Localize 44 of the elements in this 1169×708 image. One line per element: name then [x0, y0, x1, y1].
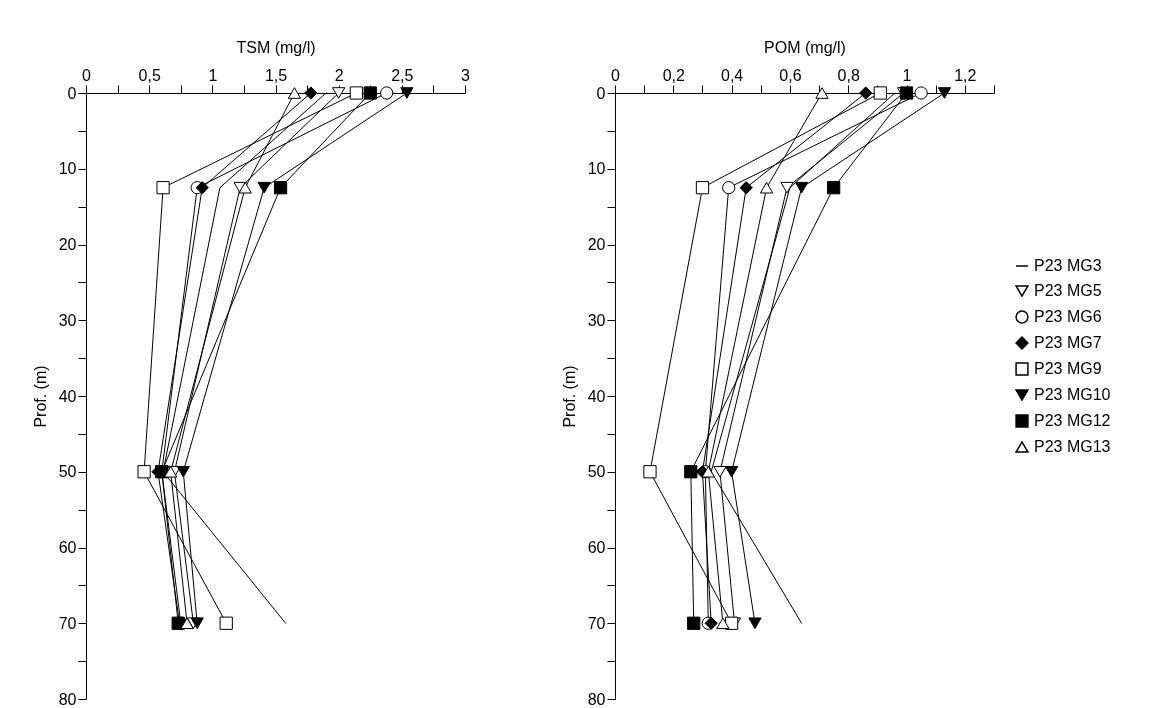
- x-tick-label: 1,2: [954, 66, 977, 84]
- y-tick-label: 0: [596, 84, 606, 102]
- y-tick-label: 20: [587, 236, 606, 253]
- x-tick-label: 1,5: [264, 66, 288, 84]
- x-tick-label: 0,4: [720, 66, 744, 84]
- legend-label: P23 MG3: [1034, 257, 1102, 274]
- y-tick-label: 30: [587, 311, 606, 329]
- x-tick-label: 1: [208, 66, 218, 84]
- y-tick-label: 10: [58, 160, 77, 178]
- legend-label: P23 MG10: [1034, 386, 1111, 403]
- x-axis-title: POM (mg/l): [764, 38, 846, 56]
- x-tick-label: 2: [334, 66, 344, 84]
- x-tick-label: 0,2: [662, 66, 686, 84]
- legend-label: P23 MG7: [1034, 334, 1102, 351]
- x-tick-label: 0: [611, 66, 621, 84]
- y-tick-label: 40: [587, 387, 606, 405]
- x-tick-label: 0: [82, 66, 92, 84]
- y-tick-label: 0: [67, 84, 77, 102]
- x-tick-label: 0,8: [837, 66, 860, 84]
- x-tick-label: 1: [902, 66, 912, 84]
- legend-label: P23 MG13: [1034, 438, 1111, 455]
- y-tick-label: 70: [587, 614, 606, 632]
- x-tick-label: 2,5: [391, 66, 414, 84]
- y-tick-label: 60: [587, 539, 606, 556]
- y-tick-label: 70: [58, 614, 77, 632]
- y-tick-label: 40: [58, 387, 77, 405]
- y-tick-label: 10: [587, 160, 606, 178]
- x-tick-label: 0,6: [779, 66, 802, 84]
- y-tick-label: 60: [58, 539, 77, 556]
- legend-label: P23 MG9: [1034, 360, 1102, 377]
- y-tick-label: 20: [58, 236, 77, 253]
- y-tick-label: 30: [58, 311, 77, 329]
- y-tick-label: 80: [587, 690, 606, 708]
- x-tick-label: 0,5: [138, 66, 161, 84]
- y-tick-label: 80: [58, 690, 77, 708]
- y-tick-label: 50: [58, 463, 77, 481]
- y-axis-title: Prof. (m): [31, 365, 49, 428]
- x-tick-label: 3: [461, 66, 471, 84]
- legend-label: P23 MG6: [1034, 308, 1102, 325]
- legend-label: P23 MG12: [1034, 412, 1111, 429]
- x-axis-title: TSM (mg/l): [236, 38, 316, 56]
- y-axis-title: Prof. (m): [560, 365, 578, 428]
- legend-label: P23 MG5: [1034, 282, 1102, 299]
- y-tick-label: 50: [587, 463, 606, 481]
